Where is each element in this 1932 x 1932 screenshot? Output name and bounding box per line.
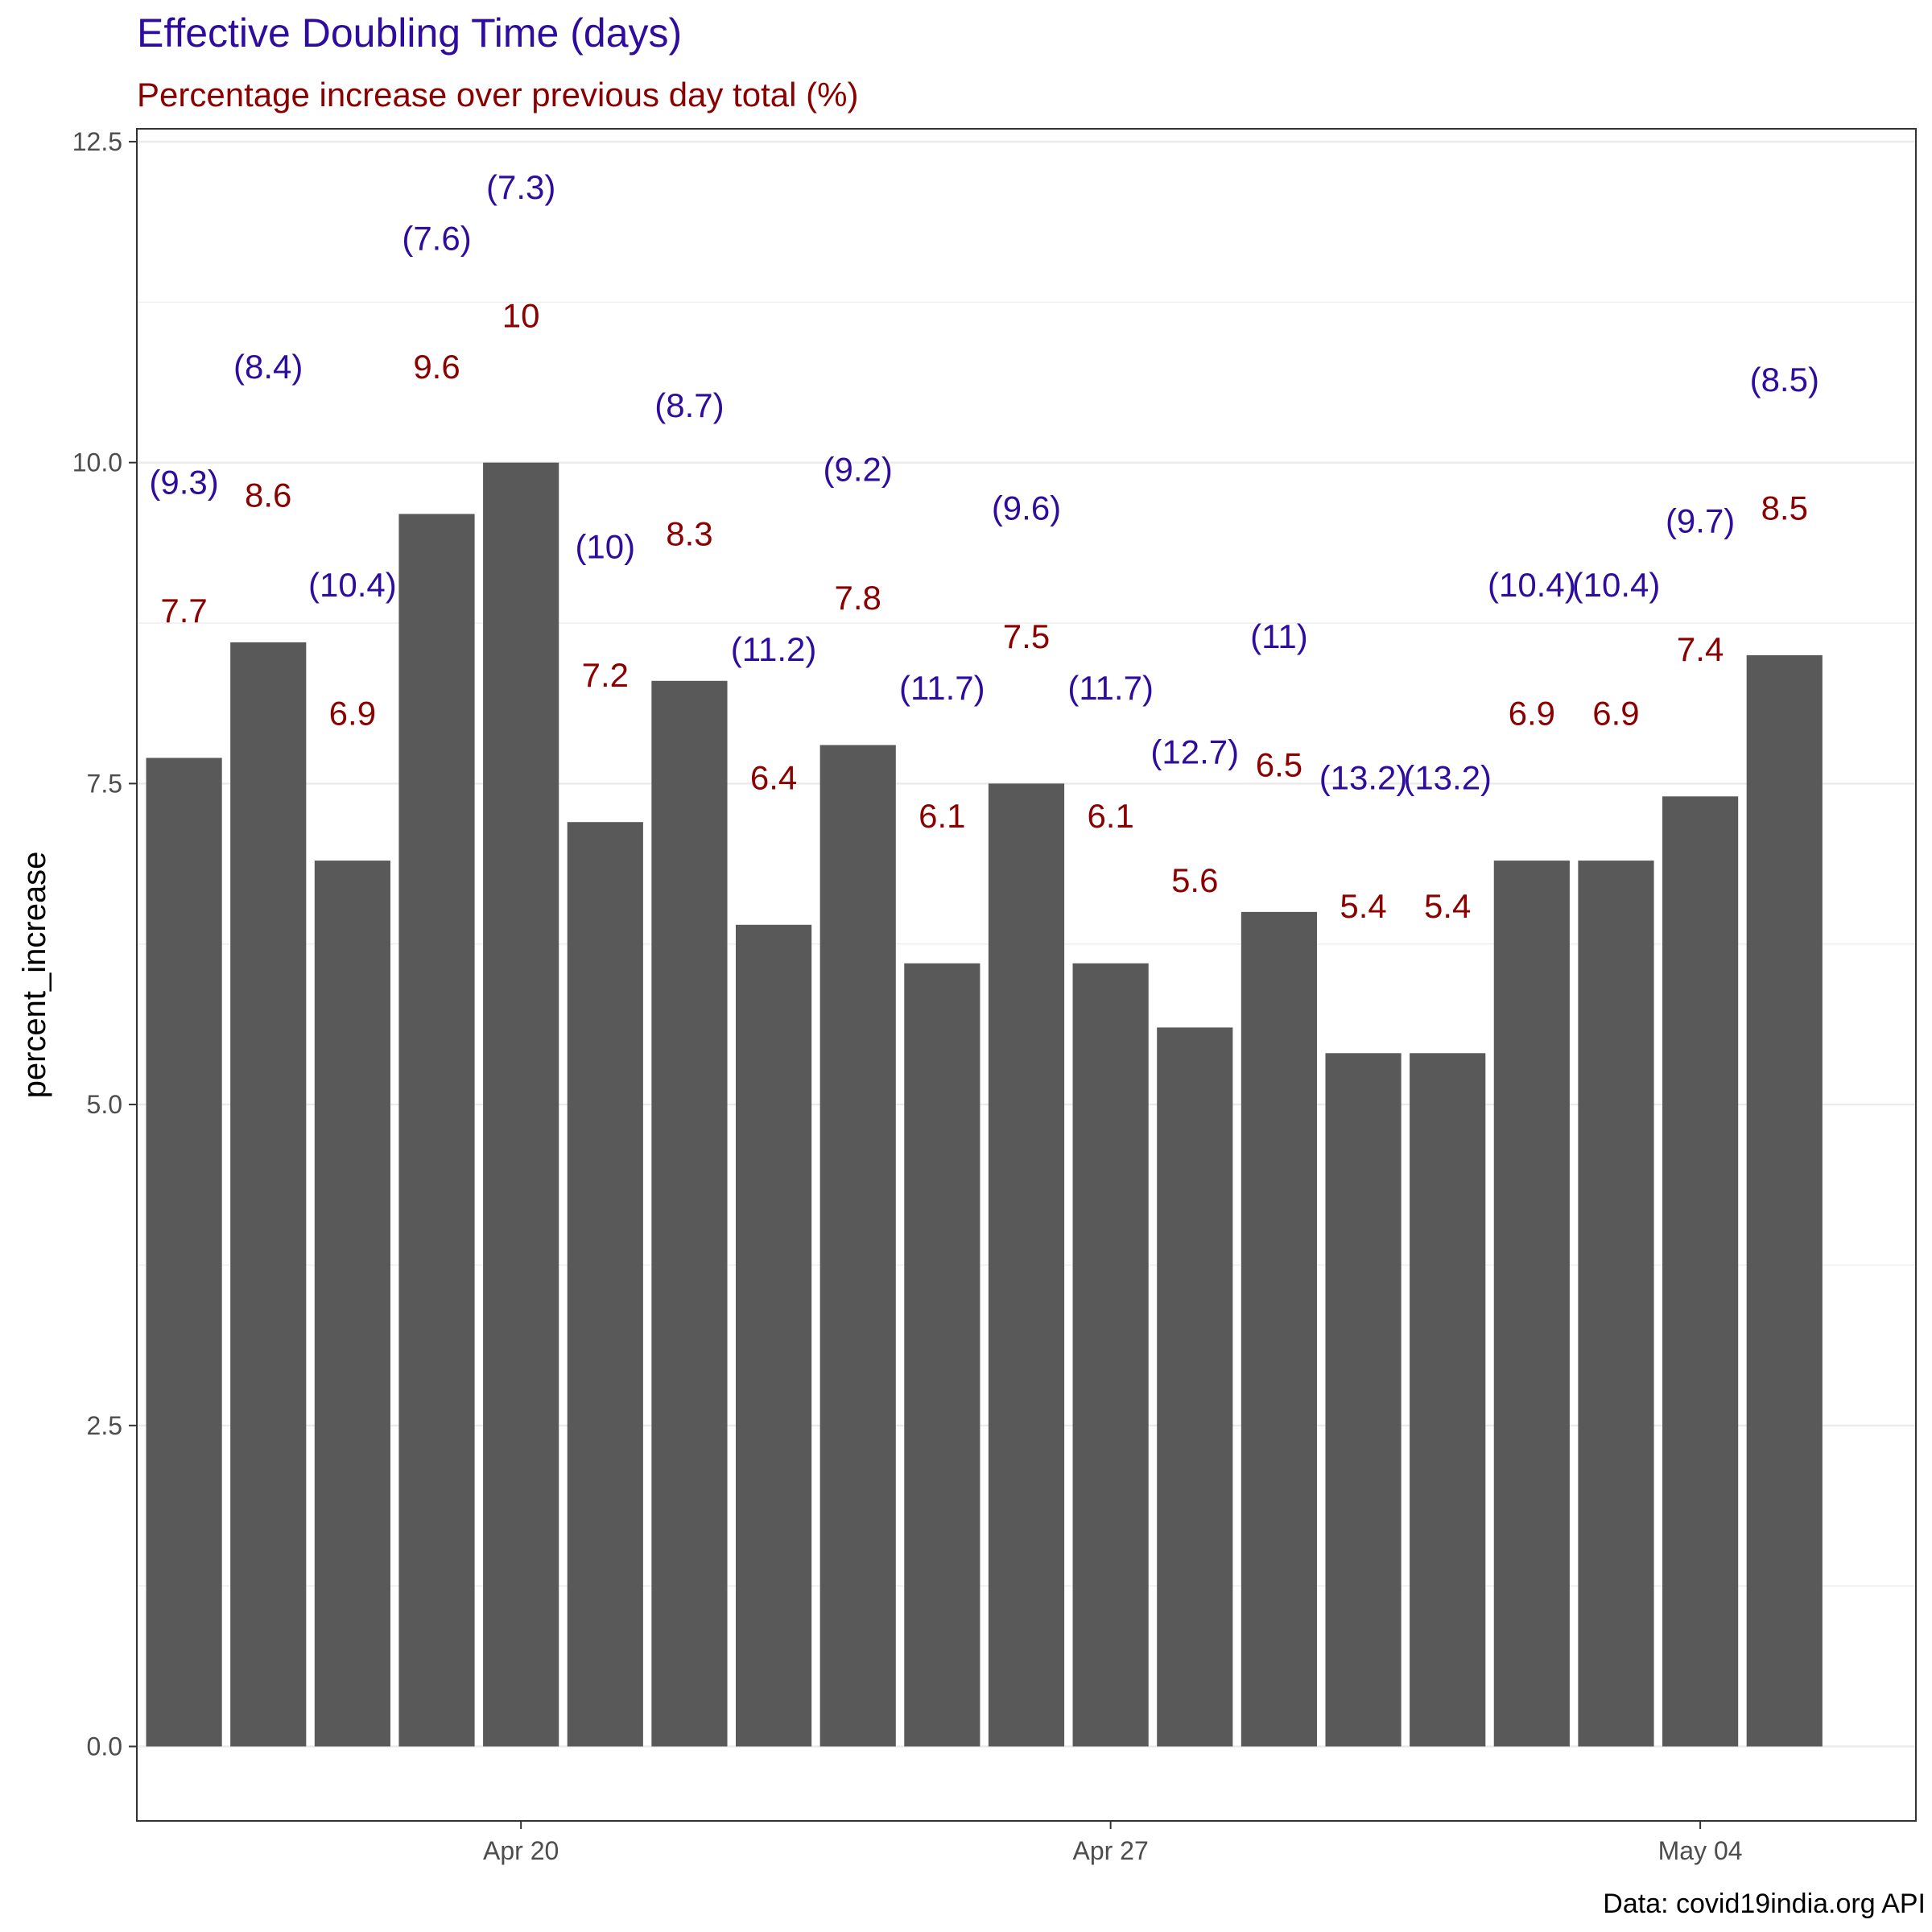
bar [1578, 861, 1654, 1747]
data-labels: 7.7 (9.3) 8.6 (8.4) 6.9 (10.4) 9.6 (7.6) 10 (7.3)… [149, 168, 1819, 925]
y-tick-label: 5.0 [87, 1090, 122, 1119]
bar [1072, 963, 1149, 1747]
bar [651, 680, 728, 1747]
chart-caption: Data: covid19india.org API [1603, 1889, 1926, 1919]
chart-title: Effective Doubling Time (days) [137, 10, 682, 56]
bar [988, 783, 1065, 1747]
value-label: 10 [502, 296, 540, 334]
bar [1157, 1027, 1233, 1747]
bar [483, 462, 559, 1747]
chart-subtitle: Percentage increase over previous day to… [137, 76, 858, 114]
value-label: 8.5 [1761, 489, 1808, 526]
value-label: 8.6 [245, 477, 291, 514]
x-tick-label: Apr 20 [483, 1836, 559, 1865]
y-tick-label: 2.5 [87, 1411, 122, 1440]
doubling-time-label: (9.6) [992, 489, 1061, 526]
value-label: 7.5 [1003, 617, 1050, 655]
doubling-time-label: (8.7) [654, 386, 724, 424]
value-label: 6.5 [1256, 745, 1302, 783]
value-label: 7.7 [160, 592, 207, 630]
doubling-time-label: (10.4) [1488, 566, 1576, 604]
doubling-time-label: (11) [1250, 617, 1308, 655]
value-label: 9.6 [413, 348, 460, 386]
value-label: 7.8 [835, 579, 881, 617]
bar [1746, 654, 1823, 1747]
doubling-time-label: (11.2) [731, 630, 817, 668]
doubling-time-label: (9.3) [149, 464, 218, 502]
value-label: 5.4 [1424, 887, 1471, 925]
doubling-time-label: (13.2) [1403, 758, 1492, 796]
bar [1410, 1053, 1486, 1747]
bar [1493, 861, 1570, 1747]
bar [904, 963, 980, 1747]
y-tick-label: 10.0 [72, 448, 122, 477]
doubling-time-label: (7.3) [486, 168, 555, 206]
doubling-time-label: (11.7) [1067, 669, 1154, 707]
bar [1241, 911, 1318, 1747]
value-label: 7.2 [582, 656, 629, 694]
doubling-time-label: (9.7) [1666, 502, 1735, 539]
value-label: 5.4 [1340, 887, 1386, 925]
doubling-time-label: (13.2) [1319, 758, 1408, 796]
bar [146, 758, 222, 1747]
value-label: 6.1 [919, 797, 965, 835]
doubling-time-label: (8.4) [233, 348, 303, 386]
bar [819, 745, 896, 1747]
plot-panel-border [136, 128, 1917, 1822]
x-tick-label: Apr 27 [1072, 1836, 1148, 1865]
value-label: 7.4 [1677, 630, 1724, 668]
value-label: 6.9 [1509, 695, 1555, 733]
x-axis: Apr 20 Apr 27 May 04 [483, 1821, 1743, 1865]
bars [146, 462, 1823, 1747]
doubling-time-label: (7.6) [402, 220, 471, 258]
bar [1662, 796, 1739, 1747]
bar [1325, 1053, 1402, 1747]
y-tick-label: 7.5 [87, 769, 122, 798]
value-label: 8.3 [666, 514, 712, 552]
x-tick-label: May 04 [1658, 1836, 1743, 1865]
value-label: 6.1 [1087, 797, 1133, 835]
bar [567, 822, 643, 1747]
value-label: 5.6 [1171, 861, 1218, 899]
value-label: 6.9 [1592, 695, 1639, 733]
doubling-time-label: (10.4) [308, 566, 397, 604]
doubling-time-label: (8.5) [1750, 361, 1819, 398]
doubling-time-label: (10.4) [1572, 566, 1661, 604]
y-tick-label: 0.0 [87, 1732, 122, 1761]
bar [398, 514, 475, 1747]
value-label: 6.4 [750, 758, 797, 796]
bar [314, 861, 390, 1747]
doubling-time-label: (11.7) [899, 669, 985, 707]
y-axis-label: percent_increase [17, 852, 52, 1099]
y-axis: 0.0 2.5 5.0 7.5 10.0 12.5 [72, 127, 137, 1761]
doubling-time-label: (12.7) [1150, 733, 1239, 770]
bar [230, 642, 307, 1747]
bar [735, 924, 812, 1747]
y-tick-label: 12.5 [72, 127, 122, 156]
doubling-time-label: (9.2) [824, 451, 893, 489]
doubling-time-label: (10) [575, 527, 635, 565]
value-label: 6.9 [329, 695, 376, 733]
